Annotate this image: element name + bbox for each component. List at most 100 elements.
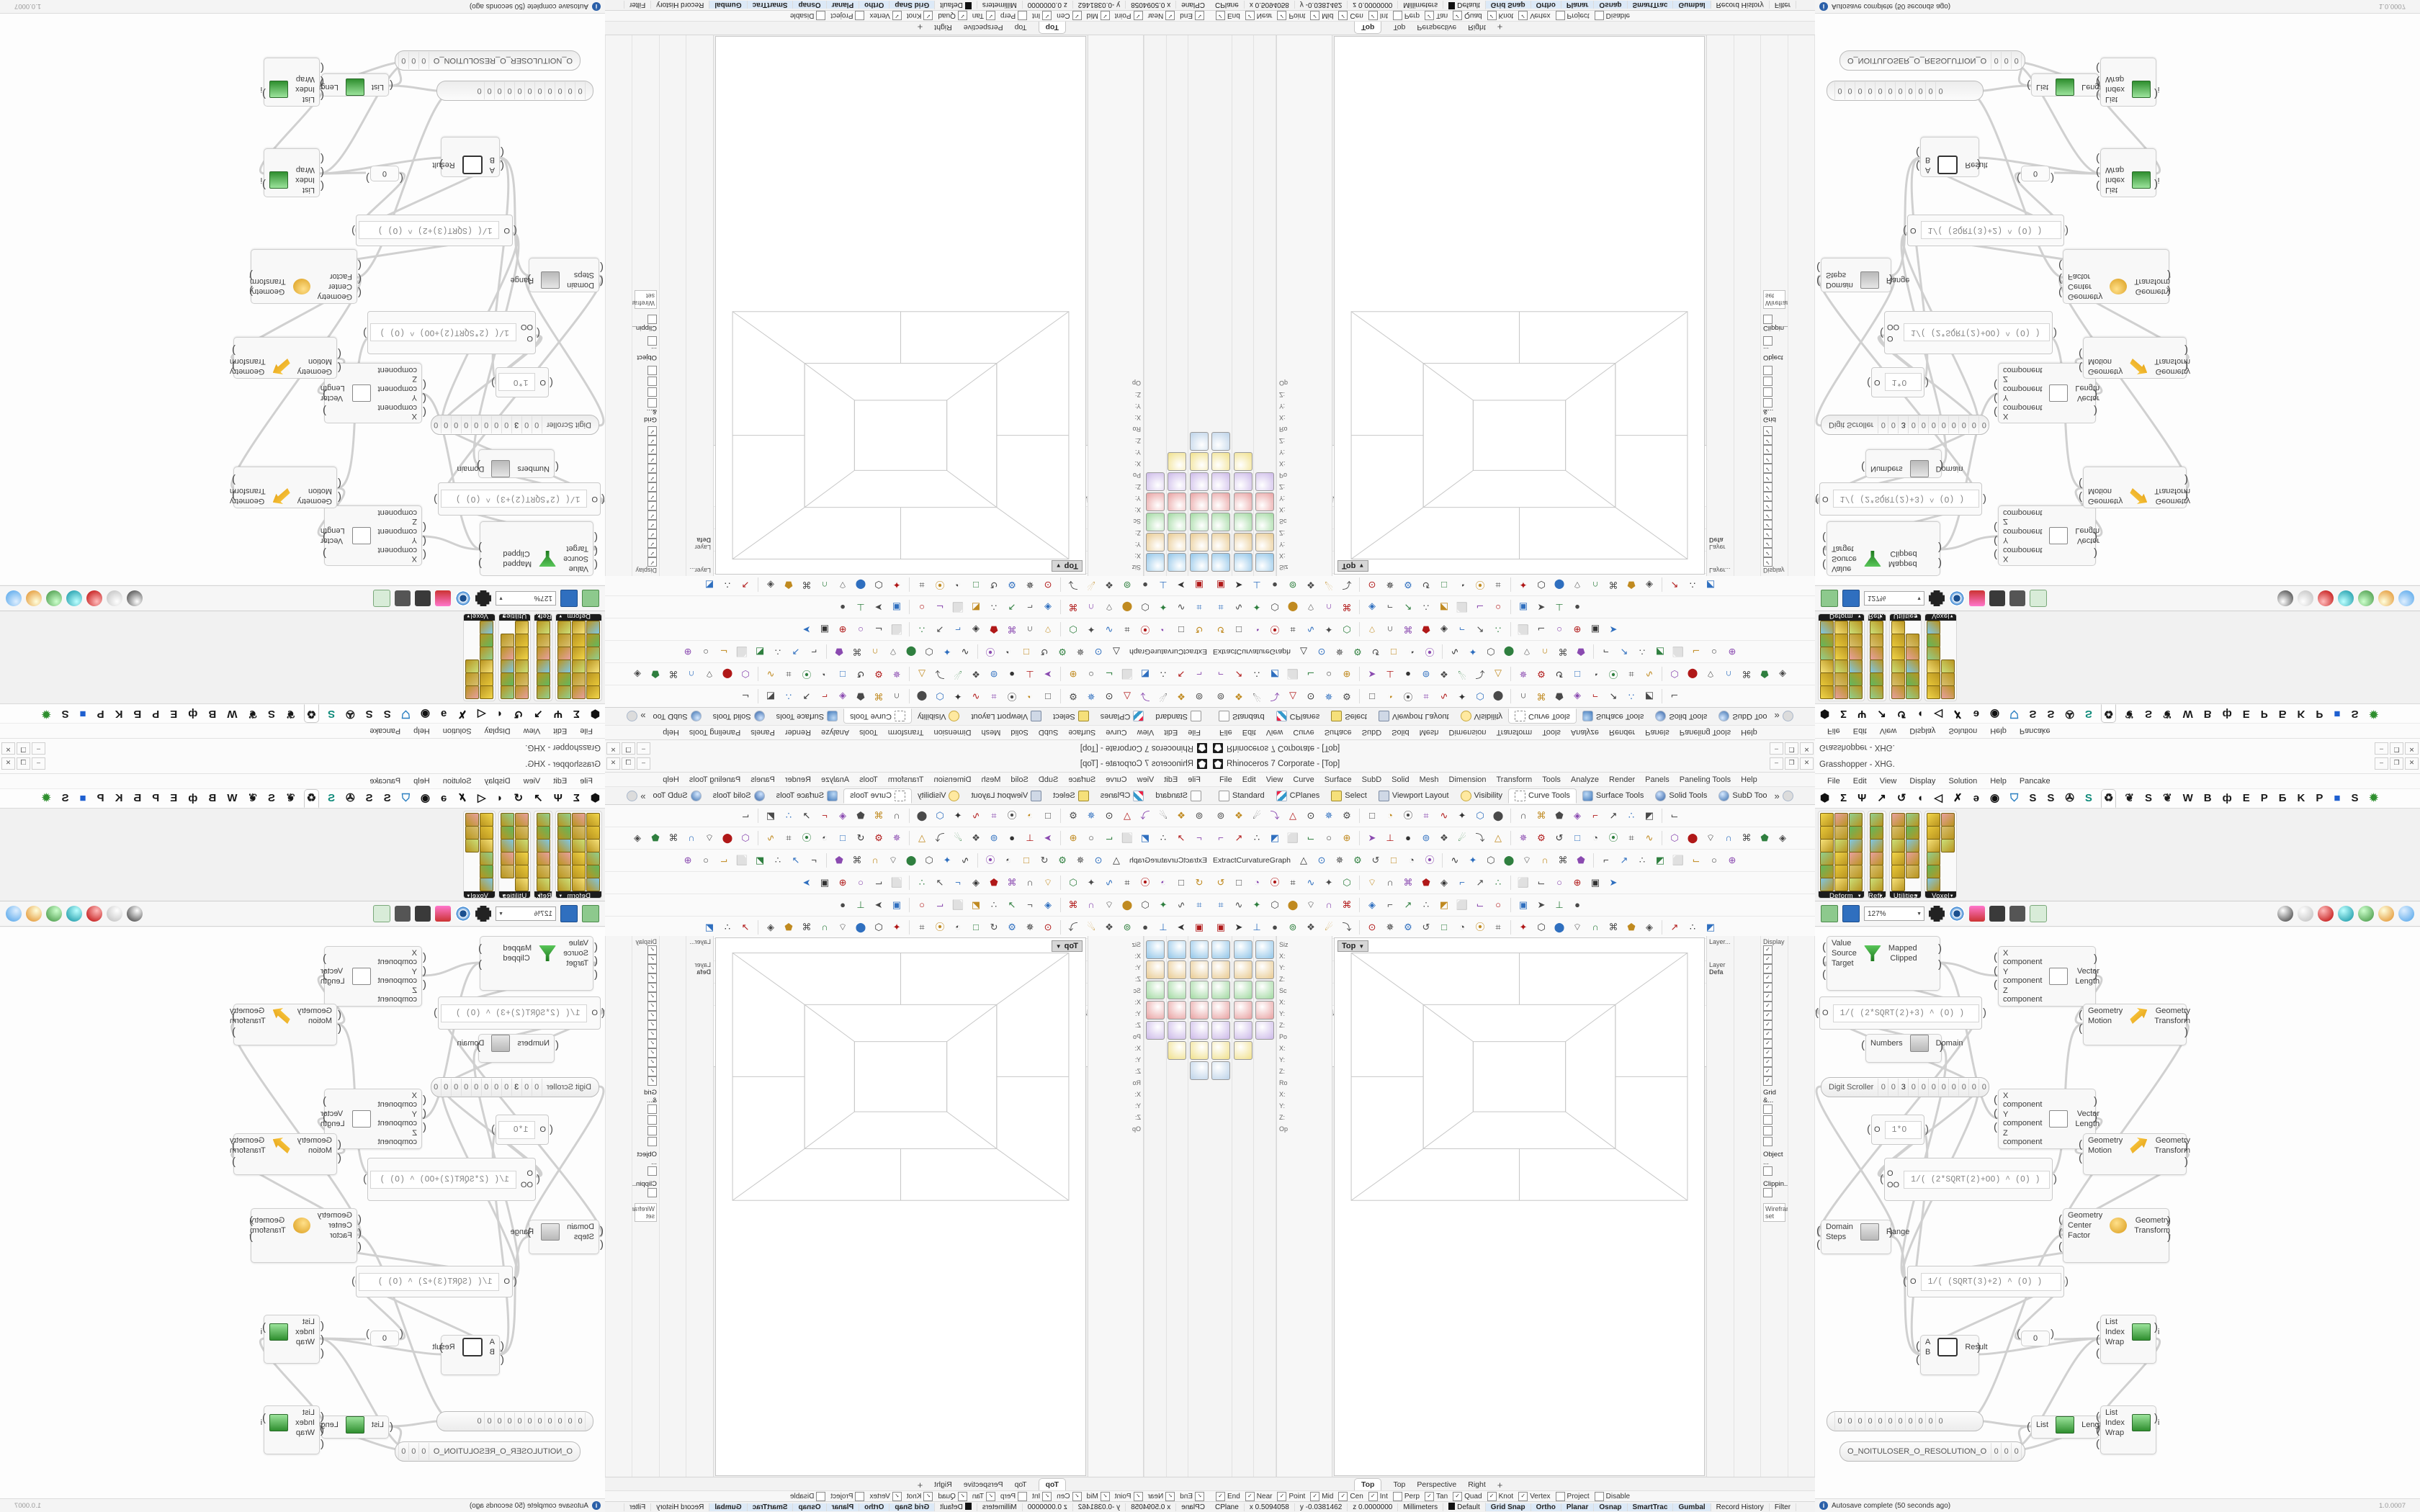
toolbar-icon[interactable]: ⌐ [1027, 899, 1033, 910]
checkbox-checked[interactable]: ✓ [647, 454, 657, 464]
component-icon[interactable] [1905, 813, 1919, 827]
bake-icon[interactable] [1969, 906, 1985, 922]
viewport-tab-top-1[interactable]: Top [1393, 1480, 1406, 1489]
menu-item-solid[interactable]: Solid [1010, 728, 1028, 737]
toolbar-icon[interactable]: ⊚ [1289, 922, 1297, 932]
component-icon[interactable] [1849, 621, 1863, 634]
ribbon-group-label[interactable]: Refi.. [1868, 891, 1886, 898]
toolbar-icon[interactable]: ◔ [1027, 691, 1033, 702]
sketch-icon[interactable] [2030, 905, 2047, 922]
slider-digit[interactable]: 0 [1865, 82, 1875, 99]
port-connector-in[interactable] [355, 1216, 362, 1225]
slider-digit[interactable]: 0 [1948, 416, 1959, 433]
toolbar-icon[interactable]: △ [1494, 669, 1502, 680]
toolbar-icon[interactable]: ⦿ [1403, 691, 1413, 702]
component-node-vec_xyz_1[interactable]: X component Y component Z component Vector L… [321, 505, 422, 566]
gh-category-tab-10[interactable]: ⛉ [401, 708, 410, 720]
zoom-level-input[interactable]: 127% [496, 906, 556, 921]
menu-item-render[interactable]: Render [1609, 775, 1636, 784]
component-icon[interactable] [515, 685, 529, 699]
input-port-index[interactable]: Index [2105, 1328, 2125, 1336]
gh-category-tab-22[interactable]: E [170, 708, 178, 720]
port-connector-in[interactable] [2096, 1347, 2102, 1359]
checkbox-checked[interactable]: ✓ [647, 529, 657, 539]
gear-icon[interactable] [627, 711, 638, 722]
toolbar-icon[interactable]: ⊥ [1159, 580, 1168, 590]
ribbon-group-label[interactable]: Utilities [499, 613, 531, 621]
tool-label-extractcurvaturegraph[interactable]: ExtractCurvatureGraph [1213, 647, 1291, 656]
input-port-source[interactable]: Source [563, 949, 588, 958]
display-option-row[interactable]: ✓ [635, 436, 657, 445]
component-icon[interactable] [586, 839, 600, 852]
checkbox-checked[interactable]: ✓ [1763, 992, 1773, 1002]
toolbar-icon[interactable]: ⬜ [1286, 669, 1299, 680]
chevron-down-icon[interactable]: ▼ [1055, 562, 1062, 569]
toolbar-icon[interactable]: ⤵ [1342, 922, 1352, 932]
component-icon[interactable] [1834, 621, 1848, 634]
slider-digits[interactable]: 00000000030 [1991, 1443, 2025, 1460]
gh-category-tab-28[interactable]: S [2351, 708, 2359, 720]
ribbon-group-label[interactable]: Deform [556, 891, 601, 899]
checkbox-checked[interactable]: ✓ [647, 473, 657, 482]
viewport-label[interactable]: Top▼ [1051, 560, 1083, 572]
slider-digit[interactable]: 0 [418, 1443, 429, 1460]
toolbar-tab-solid-tools[interactable]: Solid Tools [1649, 710, 1713, 724]
checkbox-checked[interactable]: ✓ [647, 557, 657, 567]
gh-category-tab-18[interactable]: ❦ [2162, 708, 2172, 720]
panel-tab-icon[interactable] [1255, 533, 1275, 552]
input-port-label[interactable]: O [1822, 495, 1829, 503]
toolbar-icon[interactable]: ∩ [821, 922, 828, 932]
slider-digit[interactable]: 0 [505, 1413, 515, 1430]
toolbar-icon[interactable]: ✵ [1519, 832, 1528, 843]
display-option-row[interactable]: ✓ [1763, 473, 1785, 482]
component-icon[interactable] [1820, 685, 1834, 699]
port-connector-out[interactable] [2154, 179, 2161, 188]
port-connector-out[interactable] [474, 1043, 480, 1053]
component-icon[interactable] [1834, 865, 1848, 878]
toolbar-icon[interactable]: ⊥ [856, 602, 865, 613]
widget-b-icon[interactable] [107, 906, 122, 922]
toolbar-tab-solid-tools[interactable]: Solid Tools [707, 710, 771, 724]
toolbar-icon[interactable]: ⊕ [1343, 669, 1351, 680]
gh-category-tab-22[interactable]: E [2242, 708, 2250, 720]
gh-category-tab-10[interactable]: ⛉ [2010, 708, 2019, 720]
widget-d-icon[interactable] [2338, 906, 2354, 922]
osnap-tan[interactable]: ✓ Tan [1425, 1492, 1448, 1501]
statusbar-toggle-grid-snap[interactable]: Grid Snap [1485, 1, 1531, 9]
menu-item-solid[interactable]: Solid [1392, 775, 1410, 784]
osnap-knot[interactable]: ✓ Knot [907, 11, 933, 20]
port-connector-in[interactable] [1994, 521, 2000, 531]
component-node-bounds[interactable]: Numbers Domain [457, 1034, 555, 1063]
gh-category-tab-13[interactable]: ✇ [2065, 792, 2074, 804]
zoom-level-input[interactable]: 127% [1864, 591, 1924, 606]
display-option-row[interactable]: ✓ [1763, 445, 1785, 454]
toolbar-icon[interactable]: ⬟ [1422, 877, 1430, 888]
close-button[interactable]: ✕ [606, 757, 620, 770]
toolbar-icon[interactable]: ➤ [1177, 580, 1186, 590]
toolbar-tab-subd-too[interactable]: SubD Too [647, 710, 707, 724]
toolbar-icon[interactable]: ◈ [1044, 899, 1052, 910]
component-icon[interactable] [1820, 634, 1834, 647]
toolbar-icon[interactable]: ⊥ [1386, 832, 1394, 843]
gh-category-tab-11[interactable]: S [2029, 792, 2037, 804]
gh-menu-item-edit[interactable]: Edit [1852, 777, 1867, 786]
gear-icon[interactable] [1782, 711, 1793, 722]
display-option-row[interactable]: ✓ [635, 1067, 657, 1076]
toolbar-icon[interactable]: ⌙ [874, 624, 883, 635]
gh-category-tab-1[interactable]: Σ [1840, 792, 1847, 804]
toolbar-icon[interactable]: △ [1113, 855, 1121, 865]
component-icon[interactable] [515, 647, 529, 660]
expression-value[interactable]: 1*O [498, 1120, 536, 1139]
slider-digit[interactable]: 0 [1888, 416, 1899, 433]
checkbox-checked[interactable]: ✓ [647, 973, 657, 983]
port-connector-in[interactable] [420, 1110, 426, 1120]
toolbar-icon[interactable]: ● [1272, 580, 1278, 590]
port-connector-in[interactable] [335, 348, 341, 357]
input-port-index[interactable]: Index [2105, 85, 2125, 94]
toolbar-icon[interactable]: ∩ [1592, 580, 1599, 590]
toolbar-icon[interactable]: ⊙ [1307, 810, 1315, 821]
ribbon-group-label[interactable]: Refi.. [1868, 613, 1886, 621]
expression-node-mul_small[interactable]: O 1*O() [1867, 1115, 1929, 1145]
toolbar-icon[interactable]: ⌙ [741, 691, 750, 702]
gh-category-tab-4[interactable]: ↺ [514, 792, 524, 804]
